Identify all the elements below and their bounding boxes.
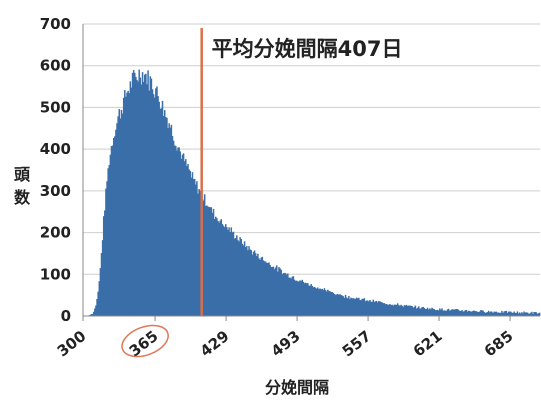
- y-tick-label-400: 400: [40, 140, 71, 158]
- y-tick-label-500: 500: [40, 98, 71, 116]
- y-axis-label-char-1: 頭: [14, 165, 31, 184]
- x-tick-label-493: 493: [268, 327, 304, 360]
- x-tick-label-429: 429: [197, 327, 233, 360]
- x-tick-label-300: 300: [54, 327, 90, 360]
- y-tick-label-600: 600: [40, 57, 71, 75]
- x-tick-label-621: 621: [410, 327, 446, 360]
- x-tick-label-685: 685: [481, 327, 517, 360]
- bar-layer: [83, 70, 540, 316]
- y-axis-label-char-2: 数: [14, 188, 31, 207]
- mean-annotation-text: 平均分娩間隔407日: [212, 37, 403, 61]
- y-tick-label-300: 300: [40, 182, 71, 200]
- y-tick-label-200: 200: [40, 224, 71, 242]
- x-axis-label: 分娩間隔: [265, 378, 329, 397]
- y-tick-label-700: 700: [40, 15, 71, 33]
- y-tick-label-0: 0: [61, 307, 71, 325]
- x-tick-label-557: 557: [339, 327, 375, 360]
- y-tick-label-100: 100: [40, 265, 71, 283]
